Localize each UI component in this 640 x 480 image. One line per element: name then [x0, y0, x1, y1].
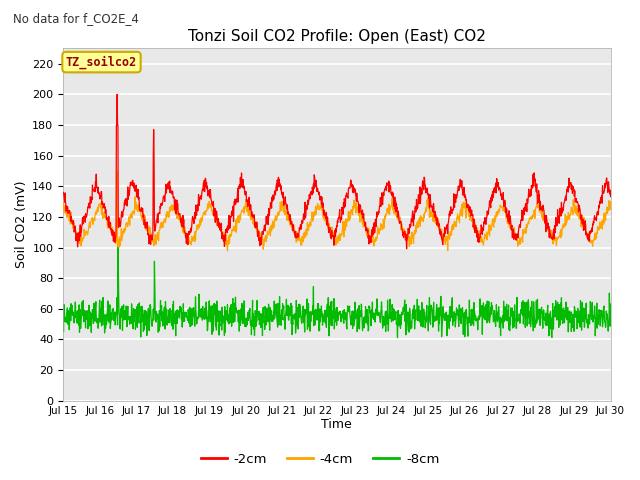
X-axis label: Time: Time	[321, 419, 352, 432]
Y-axis label: Soil CO2 (mV): Soil CO2 (mV)	[15, 181, 28, 268]
Title: Tonzi Soil CO2 Profile: Open (East) CO2: Tonzi Soil CO2 Profile: Open (East) CO2	[188, 29, 486, 44]
Text: TZ_soilco2: TZ_soilco2	[66, 55, 137, 69]
Text: No data for f_CO2E_4: No data for f_CO2E_4	[13, 12, 139, 25]
Legend: -2cm, -4cm, -8cm: -2cm, -4cm, -8cm	[195, 447, 445, 471]
